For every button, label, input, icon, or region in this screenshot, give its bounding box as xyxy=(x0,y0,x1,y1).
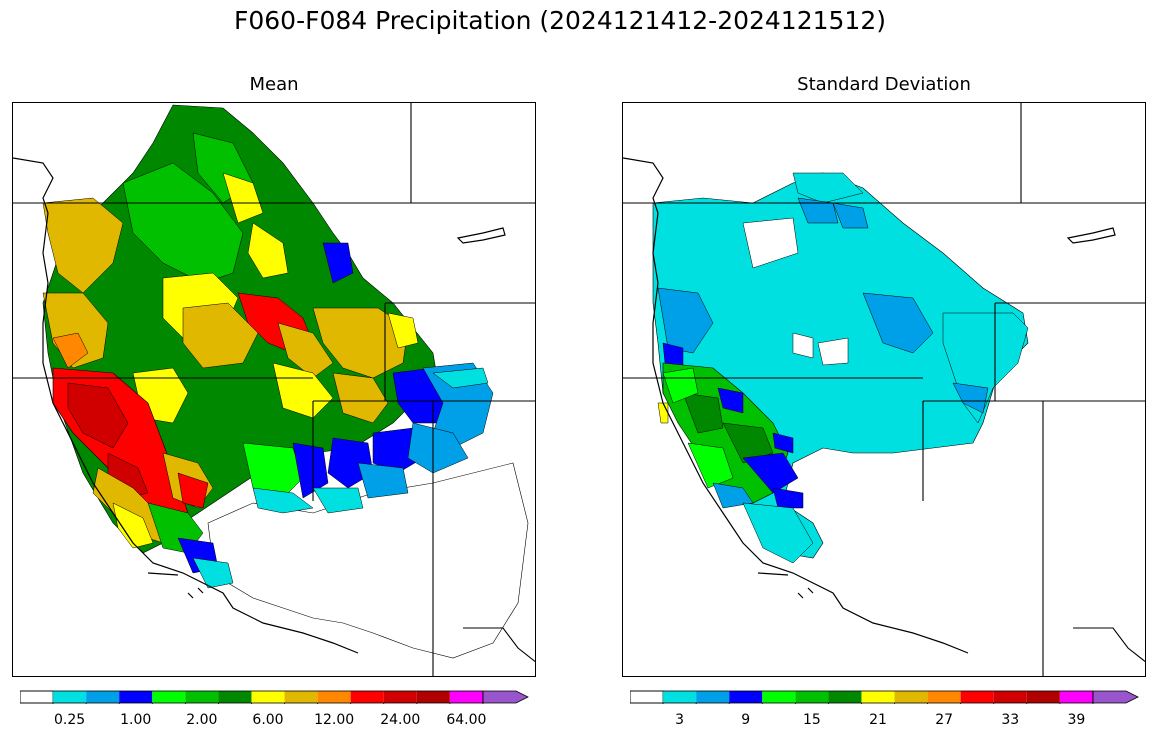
colorbar-segment xyxy=(960,691,994,703)
std-map xyxy=(622,102,1146,677)
colorbar-segment xyxy=(86,691,120,703)
colorbar-tick-label: 1.00 xyxy=(120,712,152,728)
colorbar-segment xyxy=(696,691,730,703)
colorbar-segment xyxy=(53,691,87,703)
colorbar-segment xyxy=(1059,691,1093,703)
colorbar-segment xyxy=(993,691,1027,703)
colorbar-tick-label: 24.00 xyxy=(380,712,421,728)
colorbar-tick-label: 21 xyxy=(869,712,887,728)
colorbar-segment xyxy=(795,691,829,703)
colorbar-segment xyxy=(828,691,862,703)
colorbar-segment xyxy=(416,691,450,703)
colorbar-segment xyxy=(762,691,796,703)
colorbar-segment xyxy=(19,690,54,704)
std-map-graphic xyxy=(623,103,1145,676)
colorbar-segment xyxy=(350,691,384,703)
colorbar-segment xyxy=(383,691,417,703)
std-colorbar-graphic xyxy=(629,690,1139,704)
colorbar-tick-label: 39 xyxy=(1067,712,1086,728)
colorbar-segment xyxy=(861,691,895,703)
mean-map-graphic xyxy=(13,103,535,676)
colorbar-tick-label: 6.00 xyxy=(252,712,284,728)
mean-map xyxy=(12,102,536,677)
colorbar-tick-label: 12.00 xyxy=(314,712,355,728)
colorbar-segment xyxy=(663,691,697,703)
colorbar-tick-label: 2.00 xyxy=(186,712,218,728)
colorbar-segment xyxy=(317,691,351,703)
colorbar-segment xyxy=(1026,691,1060,703)
colorbar-segment xyxy=(729,691,763,703)
mean-colorbar-graphic xyxy=(19,690,529,704)
colorbar-segment xyxy=(185,691,219,703)
colorbar-segment xyxy=(482,690,529,704)
std-panel-title: Standard Deviation xyxy=(797,74,971,95)
colorbar-segment xyxy=(629,690,664,704)
colorbar-tick-label: 9 xyxy=(741,712,751,728)
colorbar-segment xyxy=(894,691,928,703)
colorbar-segment xyxy=(218,691,252,703)
colorbar-tick-label: 3 xyxy=(675,712,685,728)
colorbar-tick-label: 27 xyxy=(935,712,954,728)
colorbar-segment xyxy=(119,691,153,703)
figure-title: F060-F084 Precipitation (2024121412-2024… xyxy=(233,6,886,35)
colorbar-segment xyxy=(284,691,318,703)
mean-colorbar xyxy=(19,689,530,708)
colorbar-segment xyxy=(152,691,186,703)
mean-panel-title: Mean xyxy=(249,74,299,95)
colorbar-segment xyxy=(927,691,961,703)
colorbar-segment xyxy=(449,691,483,703)
colorbar-segment xyxy=(1092,690,1139,704)
colorbar-tick-label: 15 xyxy=(802,712,821,728)
colorbar-tick-label: 33 xyxy=(1001,712,1020,728)
std-colorbar xyxy=(629,689,1140,708)
colorbar-tick-label: 0.25 xyxy=(54,712,86,728)
colorbar-segment xyxy=(251,691,285,703)
colorbar-tick-label: 64.00 xyxy=(446,712,487,728)
